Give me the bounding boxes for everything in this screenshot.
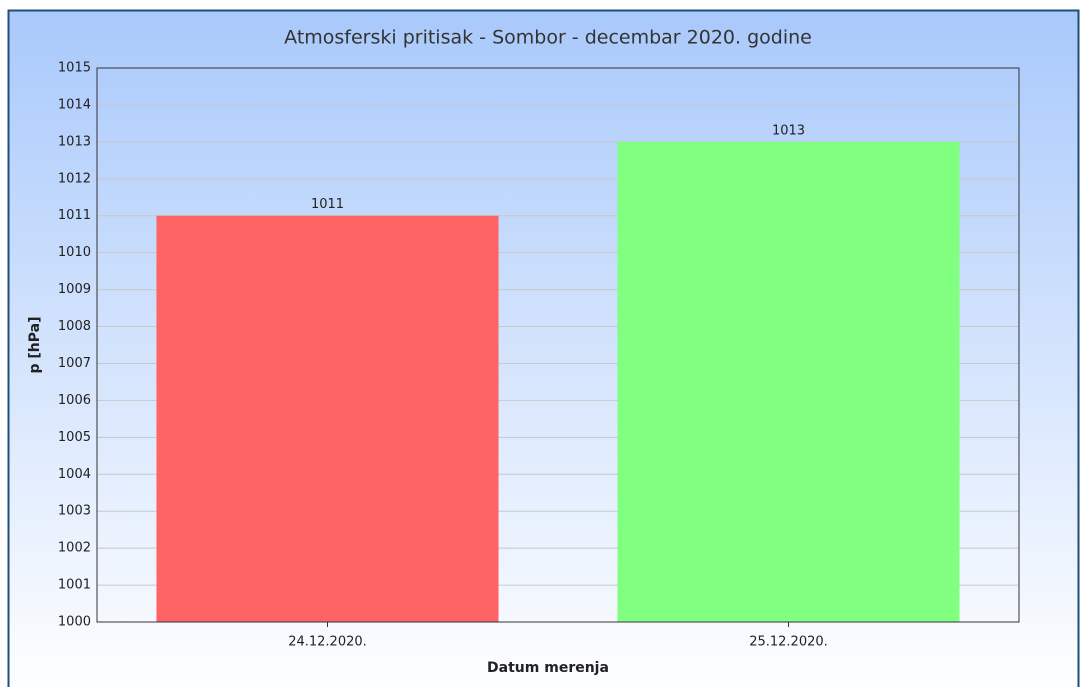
chart-title: Atmosferski pritisak - Sombor - decembar… <box>284 27 812 49</box>
plot-border <box>96 67 1020 623</box>
x-axis-title: Datum merenja <box>487 660 609 676</box>
y-tick-label: 1008 <box>58 319 91 334</box>
y-axis-title: p [hPa] <box>27 317 43 374</box>
y-tick-label: 1003 <box>58 504 91 519</box>
y-tick-label: 1001 <box>58 578 91 593</box>
bar <box>617 141 960 622</box>
y-tick-label: 1006 <box>58 393 91 408</box>
y-tick-label: 1009 <box>58 282 91 297</box>
y-tick-label: 1007 <box>58 356 91 371</box>
bar <box>156 215 499 622</box>
y-tick-label: 1012 <box>58 171 91 186</box>
y-tick-label: 1004 <box>58 467 91 482</box>
y-tick-label: 1014 <box>58 97 91 112</box>
y-tick-label: 1005 <box>58 430 91 445</box>
data-label: 1013 <box>772 123 805 138</box>
y-tick-label: 1015 <box>58 61 91 76</box>
y-tick-label: 1011 <box>58 208 91 223</box>
x-tick-label: 25.12.2020. <box>749 635 828 650</box>
y-tick-label: 1000 <box>58 615 91 630</box>
y-tick-label: 1010 <box>58 245 91 260</box>
y-tick-label: 1002 <box>58 541 91 556</box>
y-tick-label: 1013 <box>58 134 91 149</box>
data-label: 1011 <box>311 197 344 212</box>
x-tick-label: 24.12.2020. <box>288 635 367 650</box>
